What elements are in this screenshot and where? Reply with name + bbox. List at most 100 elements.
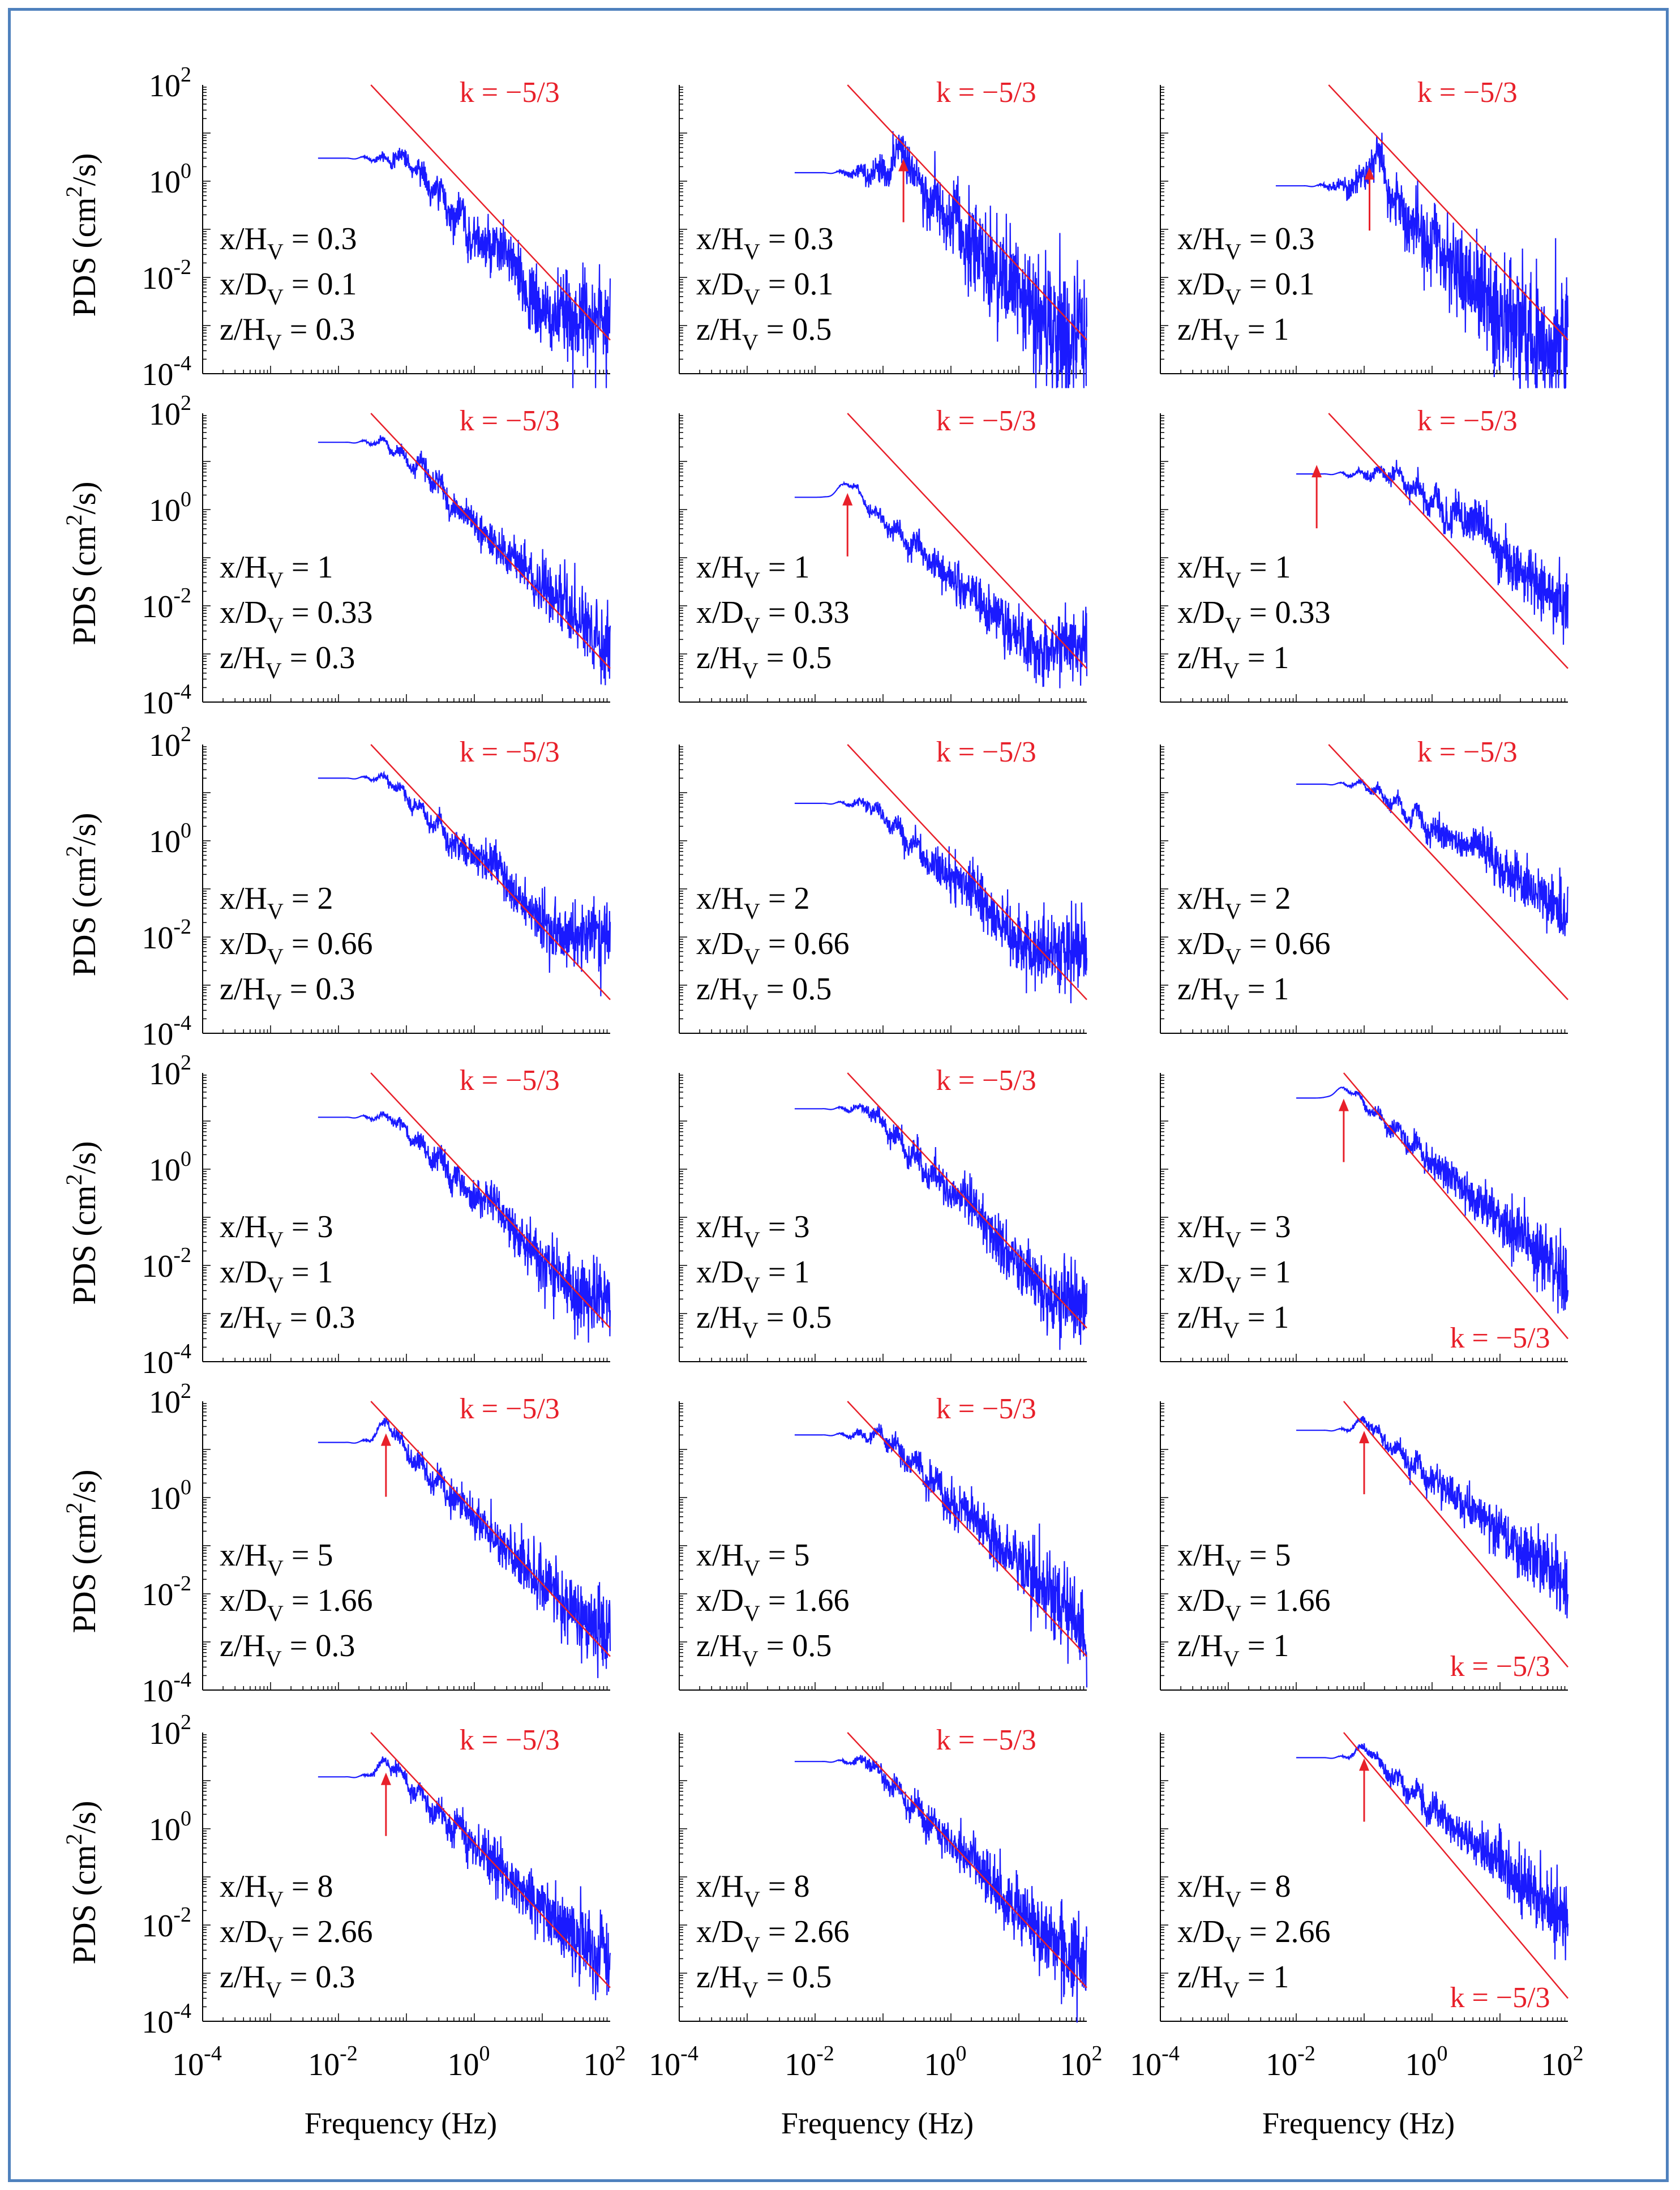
- x-tick-label: 10-2: [1266, 2042, 1315, 2082]
- peak-arrow-head: [1338, 1098, 1349, 1111]
- y-tick-label: 102: [149, 1051, 191, 1092]
- spectrum-line: [318, 148, 611, 388]
- panel-r6-c3: 10-4 10-2 100 102 Frequency (Hz) k = −5/3 x/HV…: [1130, 1732, 1584, 2140]
- slope-reference-line: [1343, 1732, 1568, 1999]
- panel-r2-c1: 102 100 10-2 10-4 PDS (cm2/s) k = −5/3 x/HV = …: [61, 391, 611, 721]
- y-tick-label: 10-4: [142, 1668, 191, 1709]
- panel-r6-c1: 102 100 10-2 10-4 PDS (cm2/s) 10-4 10-2 100 102 F…: [61, 1710, 626, 2140]
- peak-arrow-head: [380, 1772, 391, 1785]
- x-tick-label: 100: [924, 2042, 967, 2082]
- spectrum-line: [794, 480, 1088, 688]
- slope-label: k = −5/3: [1417, 76, 1518, 109]
- slope-label: k = −5/3: [460, 736, 560, 768]
- param-line: x/HV = 0.3: [696, 221, 833, 264]
- param-line: z/HV = 1: [1177, 1960, 1289, 2003]
- param-line: x/HV = 8: [220, 1869, 333, 1912]
- panel-r5-c2: k = −5/3 x/HV = 5x/DV = 1.66z/HV = 0.5: [679, 1393, 1088, 1691]
- x-tick-label: 10-2: [785, 2042, 834, 2082]
- param-line: x/DV = 0.33: [1177, 595, 1330, 638]
- slope-reference-line: [370, 84, 611, 341]
- param-line: x/DV = 0.1: [220, 267, 357, 310]
- param-line: z/HV = 0.5: [696, 972, 832, 1015]
- param-line: z/HV = 0.3: [220, 1628, 355, 1671]
- x-tick-label: 100: [1405, 2042, 1448, 2082]
- param-line: x/DV = 0.33: [220, 595, 372, 638]
- param-line: x/HV = 1: [696, 550, 809, 593]
- param-line: z/HV = 0.5: [696, 1300, 832, 1343]
- x-tick-label: 102: [1541, 2042, 1584, 2082]
- slope-label: k = −5/3: [936, 1393, 1036, 1425]
- panel-r2-c2: k = −5/3 x/HV = 1x/DV = 0.33z/HV = 0.5: [679, 405, 1088, 703]
- x-tick-label: 100: [448, 2042, 490, 2082]
- slope-label: k = −5/3: [1450, 1650, 1550, 1683]
- slope-label: k = −5/3: [936, 405, 1036, 437]
- peak-arrow-head: [1312, 465, 1322, 478]
- x-tick-label: 10-2: [308, 2042, 358, 2082]
- slope-reference-line: [847, 1072, 1087, 1329]
- panel-r5-c3: k = −5/3 x/HV = 5x/DV = 1.66z/HV = 1: [1160, 1401, 1569, 1691]
- slope-label: k = −5/3: [936, 76, 1036, 109]
- panel-r3-c3: k = −5/3 x/HV = 2x/DV = 0.66z/HV = 1: [1160, 736, 1569, 1034]
- param-line: z/HV = 0.3: [220, 972, 355, 1015]
- x-tick-label: 10-4: [1130, 2042, 1180, 2082]
- spectrum-line: [1296, 778, 1569, 936]
- slope-reference-line: [370, 1072, 611, 1329]
- slope-reference-line: [847, 744, 1087, 1000]
- slope-label: k = −5/3: [460, 1393, 560, 1425]
- slope-reference-line: [1328, 744, 1568, 1000]
- spectrum-line: [794, 131, 1088, 388]
- x-axis-label: Frequency (Hz): [305, 2106, 497, 2140]
- spectrum-line: [1296, 460, 1569, 645]
- slope-label: k = −5/3: [1417, 736, 1518, 768]
- param-line: x/DV = 2.66: [220, 1914, 372, 1957]
- y-tick-label: 100: [149, 1807, 191, 1847]
- spectrum-line: [318, 1756, 611, 2000]
- param-line: x/HV = 1: [1177, 550, 1291, 593]
- slope-reference-line: [847, 84, 1087, 341]
- slope-label: k = −5/3: [1417, 405, 1518, 437]
- param-line: z/HV = 0.5: [696, 1960, 832, 2003]
- slope-reference-line: [847, 1732, 1087, 1988]
- x-axis-label: Frequency (Hz): [781, 2106, 974, 2140]
- y-axis-label: PDS (cm2/s): [61, 481, 102, 645]
- slope-label: k = −5/3: [1450, 1322, 1550, 1354]
- param-line: x/HV = 0.3: [1177, 221, 1314, 264]
- slope-reference-line: [1328, 84, 1568, 341]
- spectrum-line: [1296, 1086, 1569, 1314]
- param-line: x/HV = 8: [696, 1869, 809, 1912]
- slope-reference-line: [370, 744, 611, 1000]
- peak-arrow-head: [380, 1433, 391, 1446]
- y-tick-label: 102: [149, 391, 191, 432]
- spectrum-line: [318, 435, 611, 686]
- x-tick-label: 102: [584, 2042, 626, 2082]
- slope-label: k = −5/3: [936, 736, 1036, 768]
- spectrum-line: [1275, 132, 1569, 389]
- x-tick-label: 102: [1060, 2042, 1103, 2082]
- param-line: x/DV = 0.33: [696, 595, 849, 638]
- param-line: x/DV = 1.66: [1177, 1583, 1330, 1626]
- param-line: x/DV = 2.66: [1177, 1914, 1330, 1957]
- slope-label: k = −5/3: [936, 1064, 1036, 1097]
- x-axis-label: Frequency (Hz): [1262, 2106, 1455, 2140]
- y-tick-label: 102: [149, 722, 191, 763]
- y-tick-label: 10-2: [142, 255, 191, 296]
- y-tick-label: 102: [149, 1379, 191, 1420]
- figure-frame: [8, 8, 1669, 2182]
- param-line: z/HV = 0.3: [220, 640, 355, 683]
- slope-reference-line: [1343, 1072, 1568, 1340]
- slope-reference-line: [847, 413, 1087, 669]
- param-line: z/HV = 1: [1177, 640, 1289, 683]
- y-tick-label: 10-2: [142, 915, 191, 956]
- slope-reference-line: [1328, 413, 1568, 669]
- panel-r3-c2: k = −5/3 x/HV = 2x/DV = 0.66z/HV = 0.5: [679, 736, 1088, 1034]
- peak-arrow-head: [1359, 1758, 1369, 1771]
- param-line: z/HV = 0.5: [696, 1628, 832, 1671]
- param-line: x/HV = 3: [696, 1209, 809, 1252]
- slope-label: k = −5/3: [936, 1724, 1036, 1756]
- y-tick-label: 100: [149, 819, 191, 859]
- param-line: z/HV = 1: [1177, 312, 1289, 355]
- y-axis-label: PDS (cm2/s): [61, 153, 102, 316]
- panel-r5-c1: 102 100 10-2 10-4 PDS (cm2/s) k = −5/3 x/HV = …: [61, 1379, 611, 1709]
- panel-r4-c2: k = −5/3 x/HV = 3x/DV = 1z/HV = 0.5: [679, 1064, 1088, 1362]
- y-tick-label: 100: [149, 487, 191, 528]
